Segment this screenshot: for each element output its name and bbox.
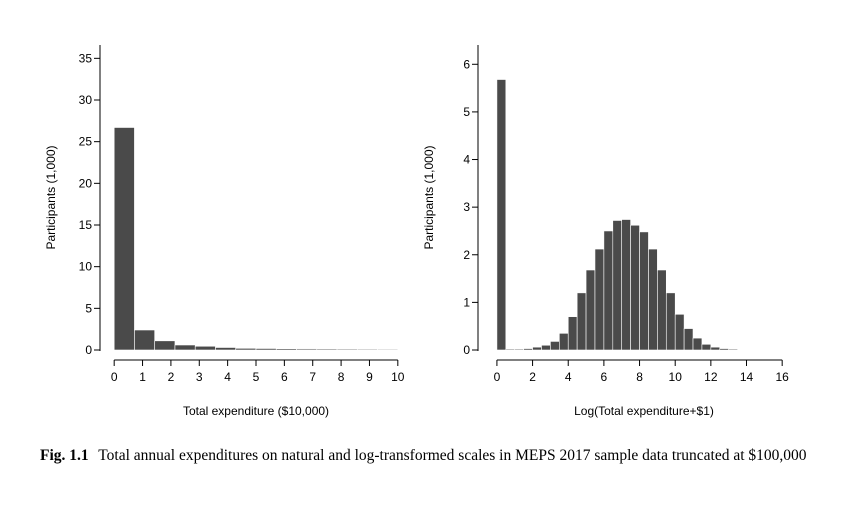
x-tick-label: 0 xyxy=(494,370,501,384)
histogram-bar xyxy=(506,349,515,350)
x-tick-label: 8 xyxy=(338,370,345,384)
x-tick-label: 6 xyxy=(281,370,288,384)
figure-caption: Fig. 1.1 Total annual expenditures on na… xyxy=(40,446,810,466)
x-tick-label: 8 xyxy=(636,370,643,384)
y-tick-label: 0 xyxy=(85,343,92,357)
y-tick-label: 30 xyxy=(79,93,93,107)
histogram-bar xyxy=(337,349,357,350)
histogram-bar xyxy=(595,249,604,350)
x-tick-label: 10 xyxy=(669,370,683,384)
histogram-bar xyxy=(729,349,738,350)
histogram-bar xyxy=(604,231,613,350)
caption-text: Total annual expenditures on natural and… xyxy=(98,447,806,464)
x-tick-label: 9 xyxy=(366,370,373,384)
figure-label: Fig. 1.1 xyxy=(40,447,89,464)
y-tick-label: 2 xyxy=(463,248,470,262)
histogram-bar xyxy=(702,344,711,350)
y-tick-label: 5 xyxy=(463,105,470,119)
histogram-bar xyxy=(622,220,631,350)
histogram-bar xyxy=(577,293,586,350)
histogram-bar xyxy=(657,270,666,350)
histogram-bar xyxy=(568,317,577,350)
histogram-bar xyxy=(155,341,175,350)
x-tick-label: 4 xyxy=(565,370,572,384)
y-tick-label: 1 xyxy=(463,295,470,309)
x-tick-label: 4 xyxy=(224,370,231,384)
histogram-bar xyxy=(378,349,398,350)
y-tick-label: 10 xyxy=(79,260,93,274)
histogram-bar xyxy=(297,349,317,350)
left-histogram: 0 5 10 15 20 25 30 35 0 1 2 3 4 5 6 7 8 9 10 Total expendit… xyxy=(44,45,405,418)
histogram-bar xyxy=(195,346,215,350)
y-tick-label: 6 xyxy=(463,57,470,71)
x-tick-label: 2 xyxy=(168,370,175,384)
y-tick-label: 3 xyxy=(463,200,470,214)
histogram-bar xyxy=(524,349,533,350)
histogram-bar xyxy=(613,220,622,350)
histogram-bar xyxy=(175,345,195,350)
histogram-bar xyxy=(357,349,377,350)
x-tick-label: 3 xyxy=(196,370,203,384)
histogram-bar xyxy=(541,345,550,350)
histogram-bar xyxy=(675,314,684,350)
y-tick-label: 4 xyxy=(463,153,470,167)
histogram-bar xyxy=(134,330,154,350)
y-tick-label: 35 xyxy=(79,51,93,65)
x-tick-label: 0 xyxy=(111,370,118,384)
x-axis-label: Total expenditure ($10,000) xyxy=(183,404,329,418)
y-tick-label: 20 xyxy=(79,176,93,190)
y-axis-label: Participants (1,000) xyxy=(422,145,436,249)
y-tick-label: 15 xyxy=(79,218,93,232)
histogram-bar xyxy=(317,349,337,350)
histogram-bar xyxy=(236,348,256,350)
histogram-bar xyxy=(684,329,693,350)
histogram-bar xyxy=(666,293,675,350)
histogram-bar xyxy=(586,270,595,350)
histogram-bar xyxy=(256,349,276,351)
y-tick-label: 25 xyxy=(79,135,93,149)
histogram-bar xyxy=(215,348,235,351)
x-tick-label: 12 xyxy=(704,370,718,384)
histogram-bar xyxy=(693,338,702,350)
histogram-bar xyxy=(497,80,506,350)
histogram-bar xyxy=(114,128,134,351)
x-tick-label: 5 xyxy=(253,370,260,384)
histogram-bar xyxy=(515,349,524,350)
histogram-bar xyxy=(276,349,296,350)
x-tick-label: 6 xyxy=(601,370,608,384)
histogram-bar xyxy=(720,349,729,350)
histogram-bar xyxy=(533,347,542,350)
x-tick-label: 10 xyxy=(391,370,405,384)
histogram-bar xyxy=(648,249,657,350)
y-tick-label: 5 xyxy=(85,301,92,315)
x-tick-label: 2 xyxy=(529,370,536,384)
x-tick-label: 14 xyxy=(740,370,754,384)
histogram-bar xyxy=(550,341,559,350)
x-tick-label: 1 xyxy=(139,370,146,384)
histogram-bar xyxy=(559,333,568,350)
histogram-bar xyxy=(711,347,720,350)
x-axis-label: Log(Total expenditure+$1) xyxy=(574,404,714,418)
x-tick-label: 16 xyxy=(775,370,789,384)
x-tick-label: 7 xyxy=(309,370,316,384)
histogram-bar xyxy=(631,225,640,350)
y-tick-label: 0 xyxy=(463,343,470,357)
histogram-bar xyxy=(640,232,649,350)
y-axis-label: Participants (1,000) xyxy=(44,145,58,249)
